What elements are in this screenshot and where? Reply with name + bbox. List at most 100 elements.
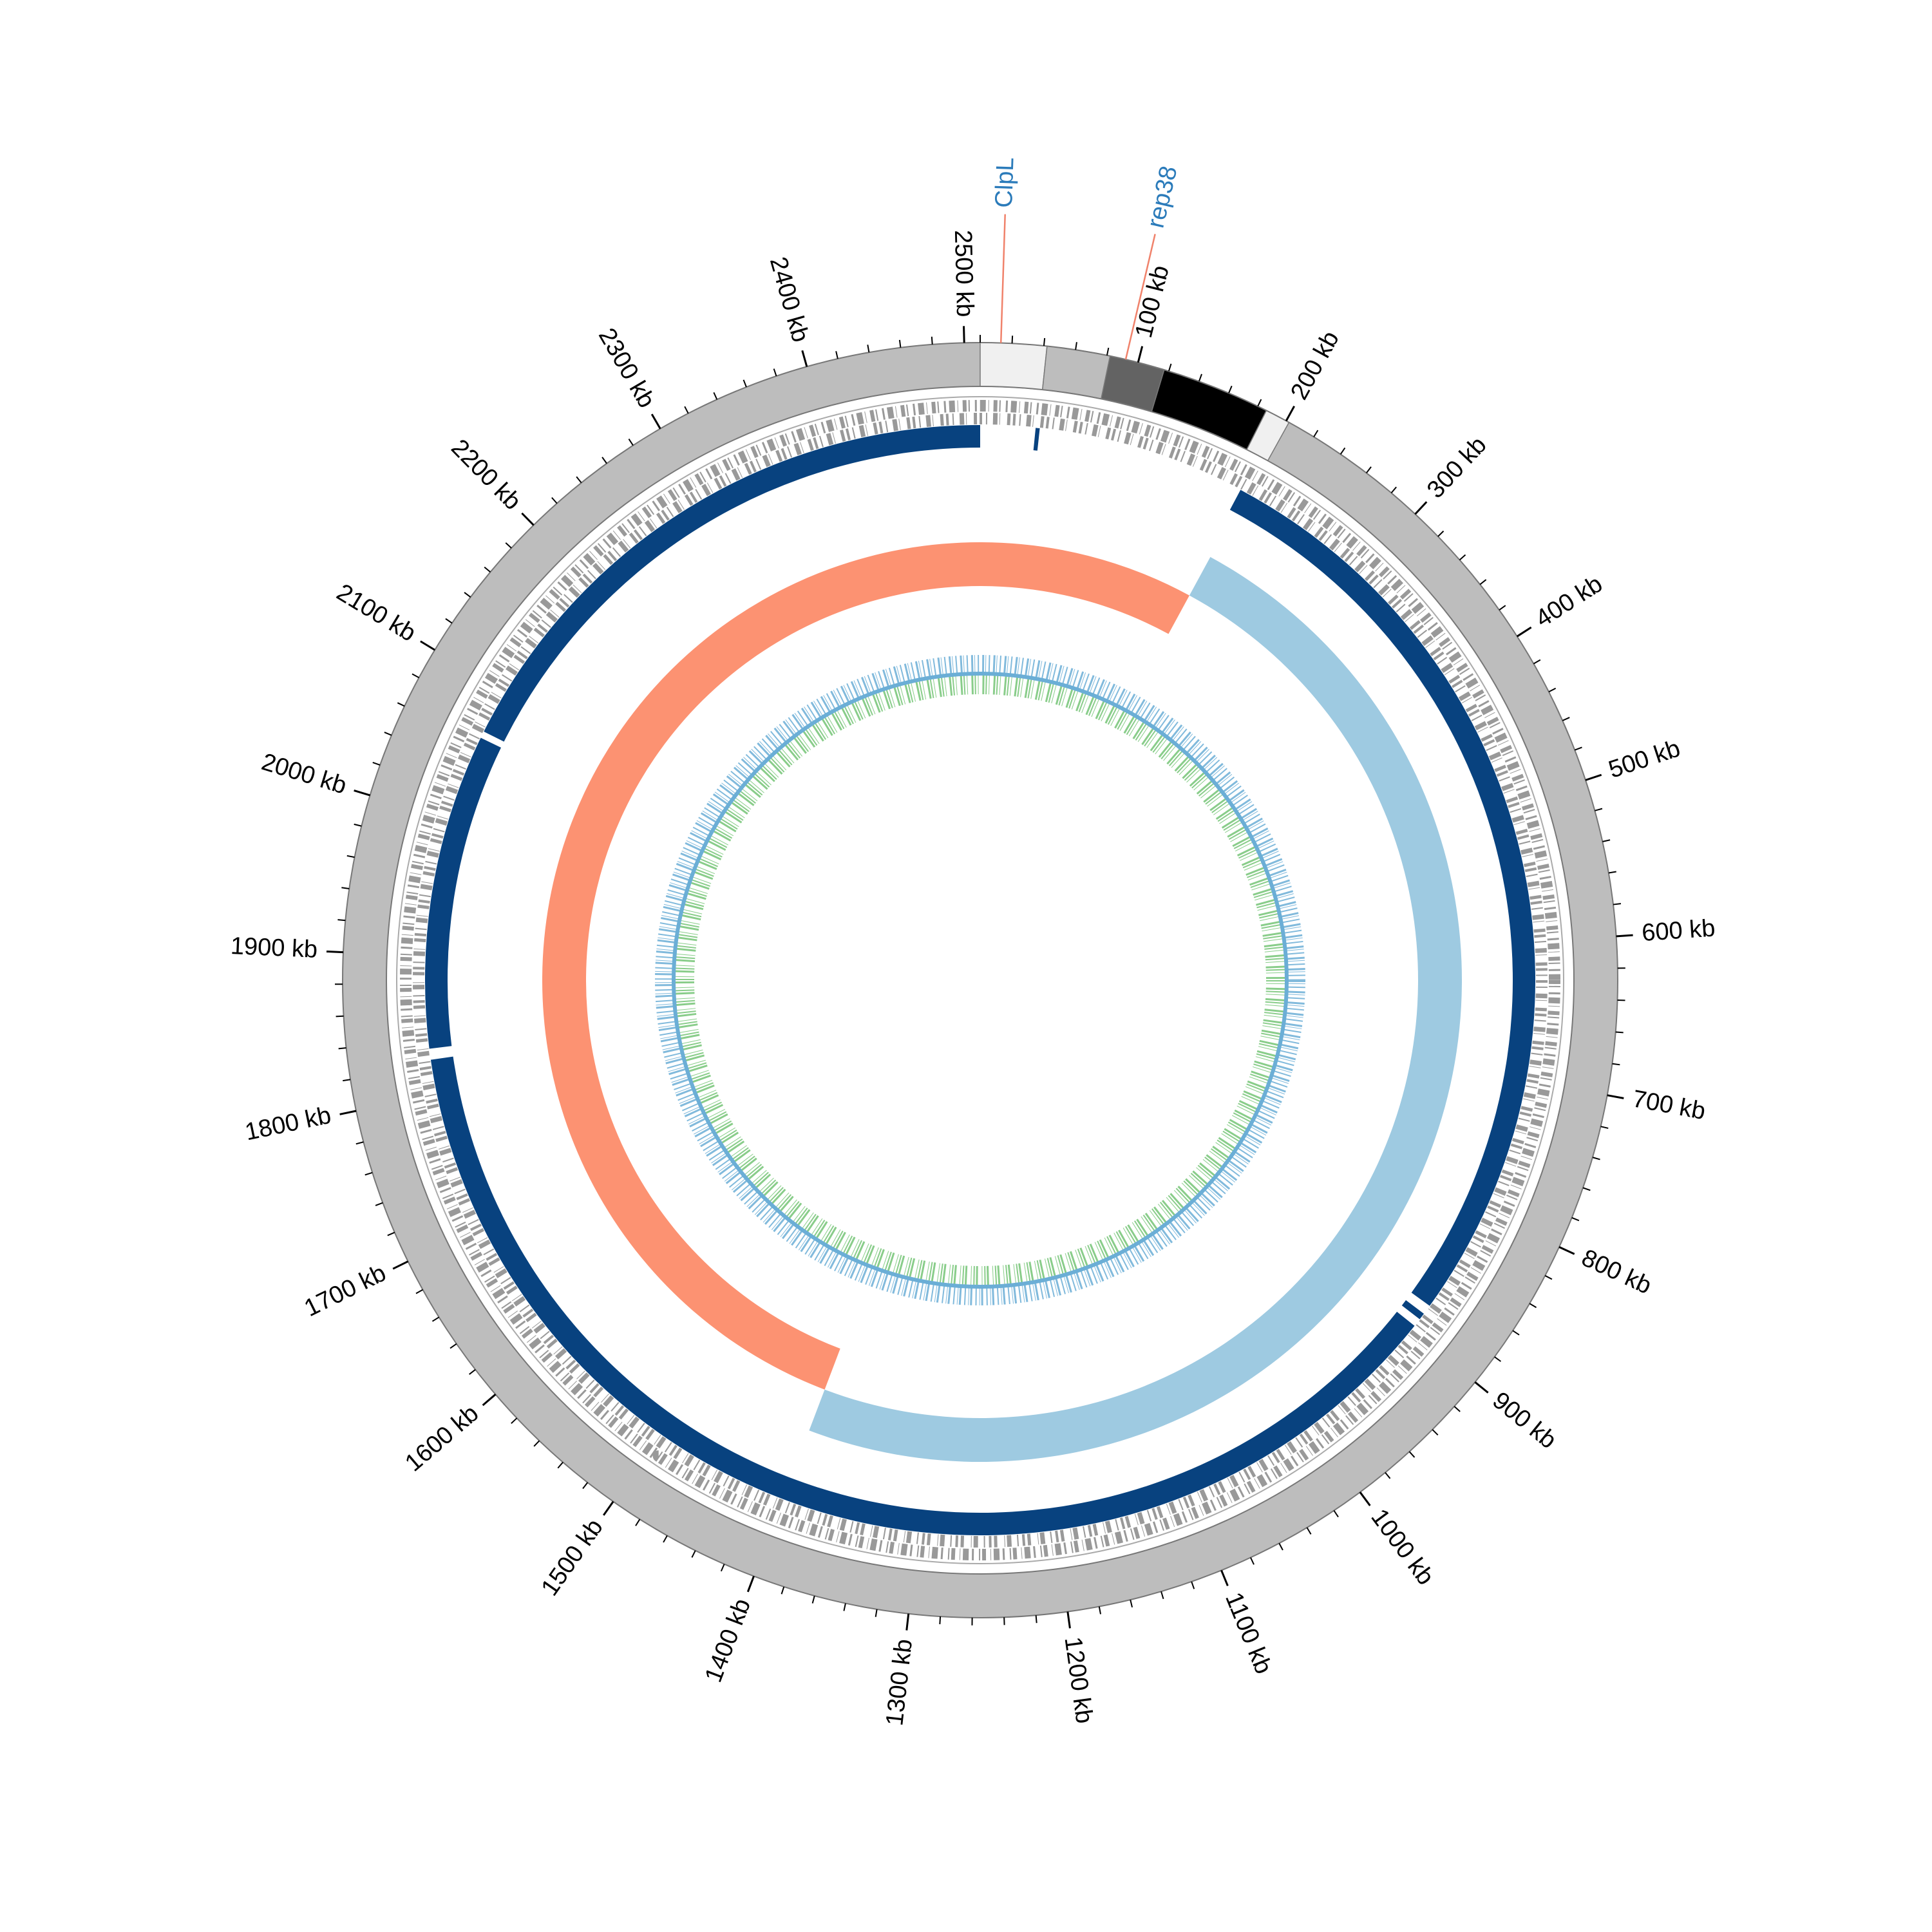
gene-pointer xyxy=(1124,234,1156,360)
minor-tick xyxy=(557,1461,564,1469)
minor-tick xyxy=(1075,342,1077,350)
major-tick xyxy=(521,512,535,526)
minor-tick xyxy=(1600,1126,1609,1129)
minor-tick xyxy=(684,406,689,414)
minor-tick xyxy=(867,345,870,353)
tick-label: 500 kb xyxy=(1605,735,1684,784)
tick-label: 300 kb xyxy=(1422,431,1492,504)
gene-track-reverse xyxy=(413,413,1548,1548)
tick-label: 600 kb xyxy=(1641,914,1716,947)
gene-track-forward xyxy=(400,400,1560,1560)
tick-label: 2200 kb xyxy=(446,434,526,515)
tick-label: 2300 kb xyxy=(593,324,660,413)
major-tick xyxy=(482,1394,497,1406)
gc-content-below xyxy=(674,674,1287,1287)
minor-tick xyxy=(1257,399,1262,407)
gene-track-border xyxy=(396,396,1564,1564)
minor-tick xyxy=(533,1440,540,1447)
minor-tick xyxy=(576,476,582,484)
major-tick xyxy=(392,1260,409,1270)
minor-tick xyxy=(1130,1599,1133,1608)
minor-tick xyxy=(843,1603,846,1611)
tick-label: 1300 kb xyxy=(881,1638,918,1727)
gene-label: rep38 xyxy=(1142,164,1183,231)
tick-label: 800 kb xyxy=(1577,1244,1655,1300)
tick-label: 1100 kb xyxy=(1220,1589,1277,1678)
minor-tick xyxy=(1582,1187,1591,1191)
backbone-outline-inner xyxy=(386,386,1575,1575)
minor-tick xyxy=(1499,605,1506,611)
minor-tick xyxy=(1035,1615,1037,1624)
conserved-segment xyxy=(1033,428,1040,451)
minor-tick xyxy=(628,438,634,446)
major-tick xyxy=(1558,1245,1575,1255)
minor-tick xyxy=(343,1079,351,1082)
minor-tick xyxy=(1459,554,1466,561)
minor-tick xyxy=(354,823,362,827)
minor-tick xyxy=(505,542,512,549)
tick-label: 400 kb xyxy=(1531,571,1607,633)
major-tick xyxy=(905,1613,910,1631)
minor-tick xyxy=(365,1171,373,1176)
minor-tick xyxy=(601,457,607,464)
minor-tick xyxy=(1544,1274,1553,1280)
minor-tick xyxy=(1602,839,1611,842)
conserved-segment xyxy=(425,737,501,1049)
major-tick xyxy=(1616,934,1633,938)
minor-tick xyxy=(1333,1510,1339,1518)
minor-tick xyxy=(384,732,392,736)
minor-tick xyxy=(835,351,838,359)
tick-label: 2000 kb xyxy=(258,748,350,799)
major-tick xyxy=(746,1575,755,1593)
minor-tick xyxy=(781,1586,785,1595)
minor-tick xyxy=(469,1368,476,1375)
minor-tick xyxy=(663,1535,668,1543)
minor-tick xyxy=(375,1202,383,1206)
minor-tick xyxy=(1098,1606,1101,1615)
tick-label: 1200 kb xyxy=(1059,1635,1098,1725)
minor-tick xyxy=(1198,374,1202,382)
gc-content-base xyxy=(672,672,1289,1289)
major-tick xyxy=(1220,1569,1229,1587)
minor-tick xyxy=(875,1609,878,1617)
gc-skew-negative xyxy=(980,542,1189,634)
major-tick xyxy=(1516,626,1532,638)
minor-tick xyxy=(1529,1303,1537,1309)
tick-label: 1400 kb xyxy=(700,1595,756,1686)
minor-tick xyxy=(1011,336,1014,344)
minor-tick xyxy=(1454,1406,1461,1412)
minor-tick xyxy=(1592,1157,1600,1160)
major-tick xyxy=(650,413,661,430)
minor-tick xyxy=(1533,659,1541,665)
minor-tick xyxy=(1494,1356,1502,1362)
major-tick xyxy=(1137,346,1144,363)
minor-tick xyxy=(450,1343,457,1349)
minor-tick xyxy=(1574,746,1582,751)
tick-label: 1700 kb xyxy=(300,1260,390,1322)
major-tick xyxy=(420,640,435,651)
tick-label: 1500 kb xyxy=(536,1514,609,1601)
major-tick xyxy=(1607,1094,1624,1099)
conserved-segment xyxy=(1401,1300,1425,1320)
major-tick xyxy=(602,1501,614,1516)
minor-tick xyxy=(397,702,405,707)
tick-label: 100 kb xyxy=(1130,263,1175,341)
minor-tick xyxy=(1160,1591,1164,1600)
minor-tick xyxy=(431,1316,440,1322)
minor-tick xyxy=(1390,486,1397,494)
minor-tick xyxy=(341,887,350,889)
backbone-block xyxy=(1151,369,1267,451)
minor-tick xyxy=(1612,1063,1620,1066)
minor-tick xyxy=(1548,687,1557,693)
major-tick xyxy=(1359,1492,1371,1506)
minor-tick xyxy=(1608,871,1616,874)
minor-tick xyxy=(1043,337,1046,346)
minor-tick xyxy=(713,392,718,400)
minor-tick xyxy=(773,368,777,377)
minor-tick xyxy=(931,336,933,345)
minor-tick xyxy=(1432,1429,1439,1436)
minor-tick xyxy=(1408,1451,1416,1458)
tick-label: 1600 kb xyxy=(400,1400,484,1477)
